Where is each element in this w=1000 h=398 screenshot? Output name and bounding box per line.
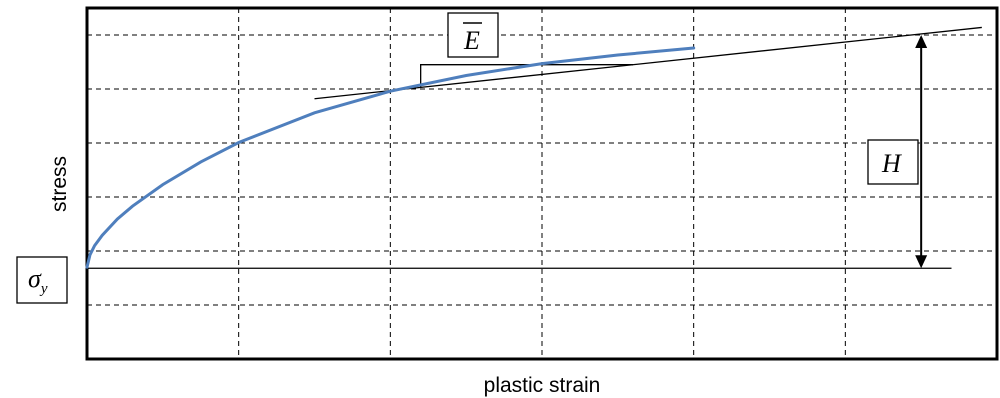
tangent-modulus-label: E (447, 12, 499, 58)
grid (87, 8, 997, 359)
yield-stress-label: σy (16, 256, 68, 304)
tangent-slope-triangle (420, 64, 633, 88)
y-axis-label: stress (48, 156, 71, 212)
arrow-head-top-icon (915, 35, 928, 48)
hardening-curve (85, 46, 696, 269)
hardening-symbol: H (881, 149, 902, 178)
hardening-arrow (915, 35, 928, 269)
x-axis-label: plastic strain (484, 374, 601, 397)
plot-frame (85, 6, 999, 361)
arrow-head-bottom-icon (915, 255, 928, 269)
tangent-modulus-symbol: E (463, 26, 480, 55)
yield-symbol: σ (28, 264, 42, 293)
yield-subscript: y (39, 281, 48, 297)
hardening-label: H (867, 139, 919, 185)
tangent-line (314, 26, 982, 100)
svg-text:σy: σy (28, 264, 48, 297)
